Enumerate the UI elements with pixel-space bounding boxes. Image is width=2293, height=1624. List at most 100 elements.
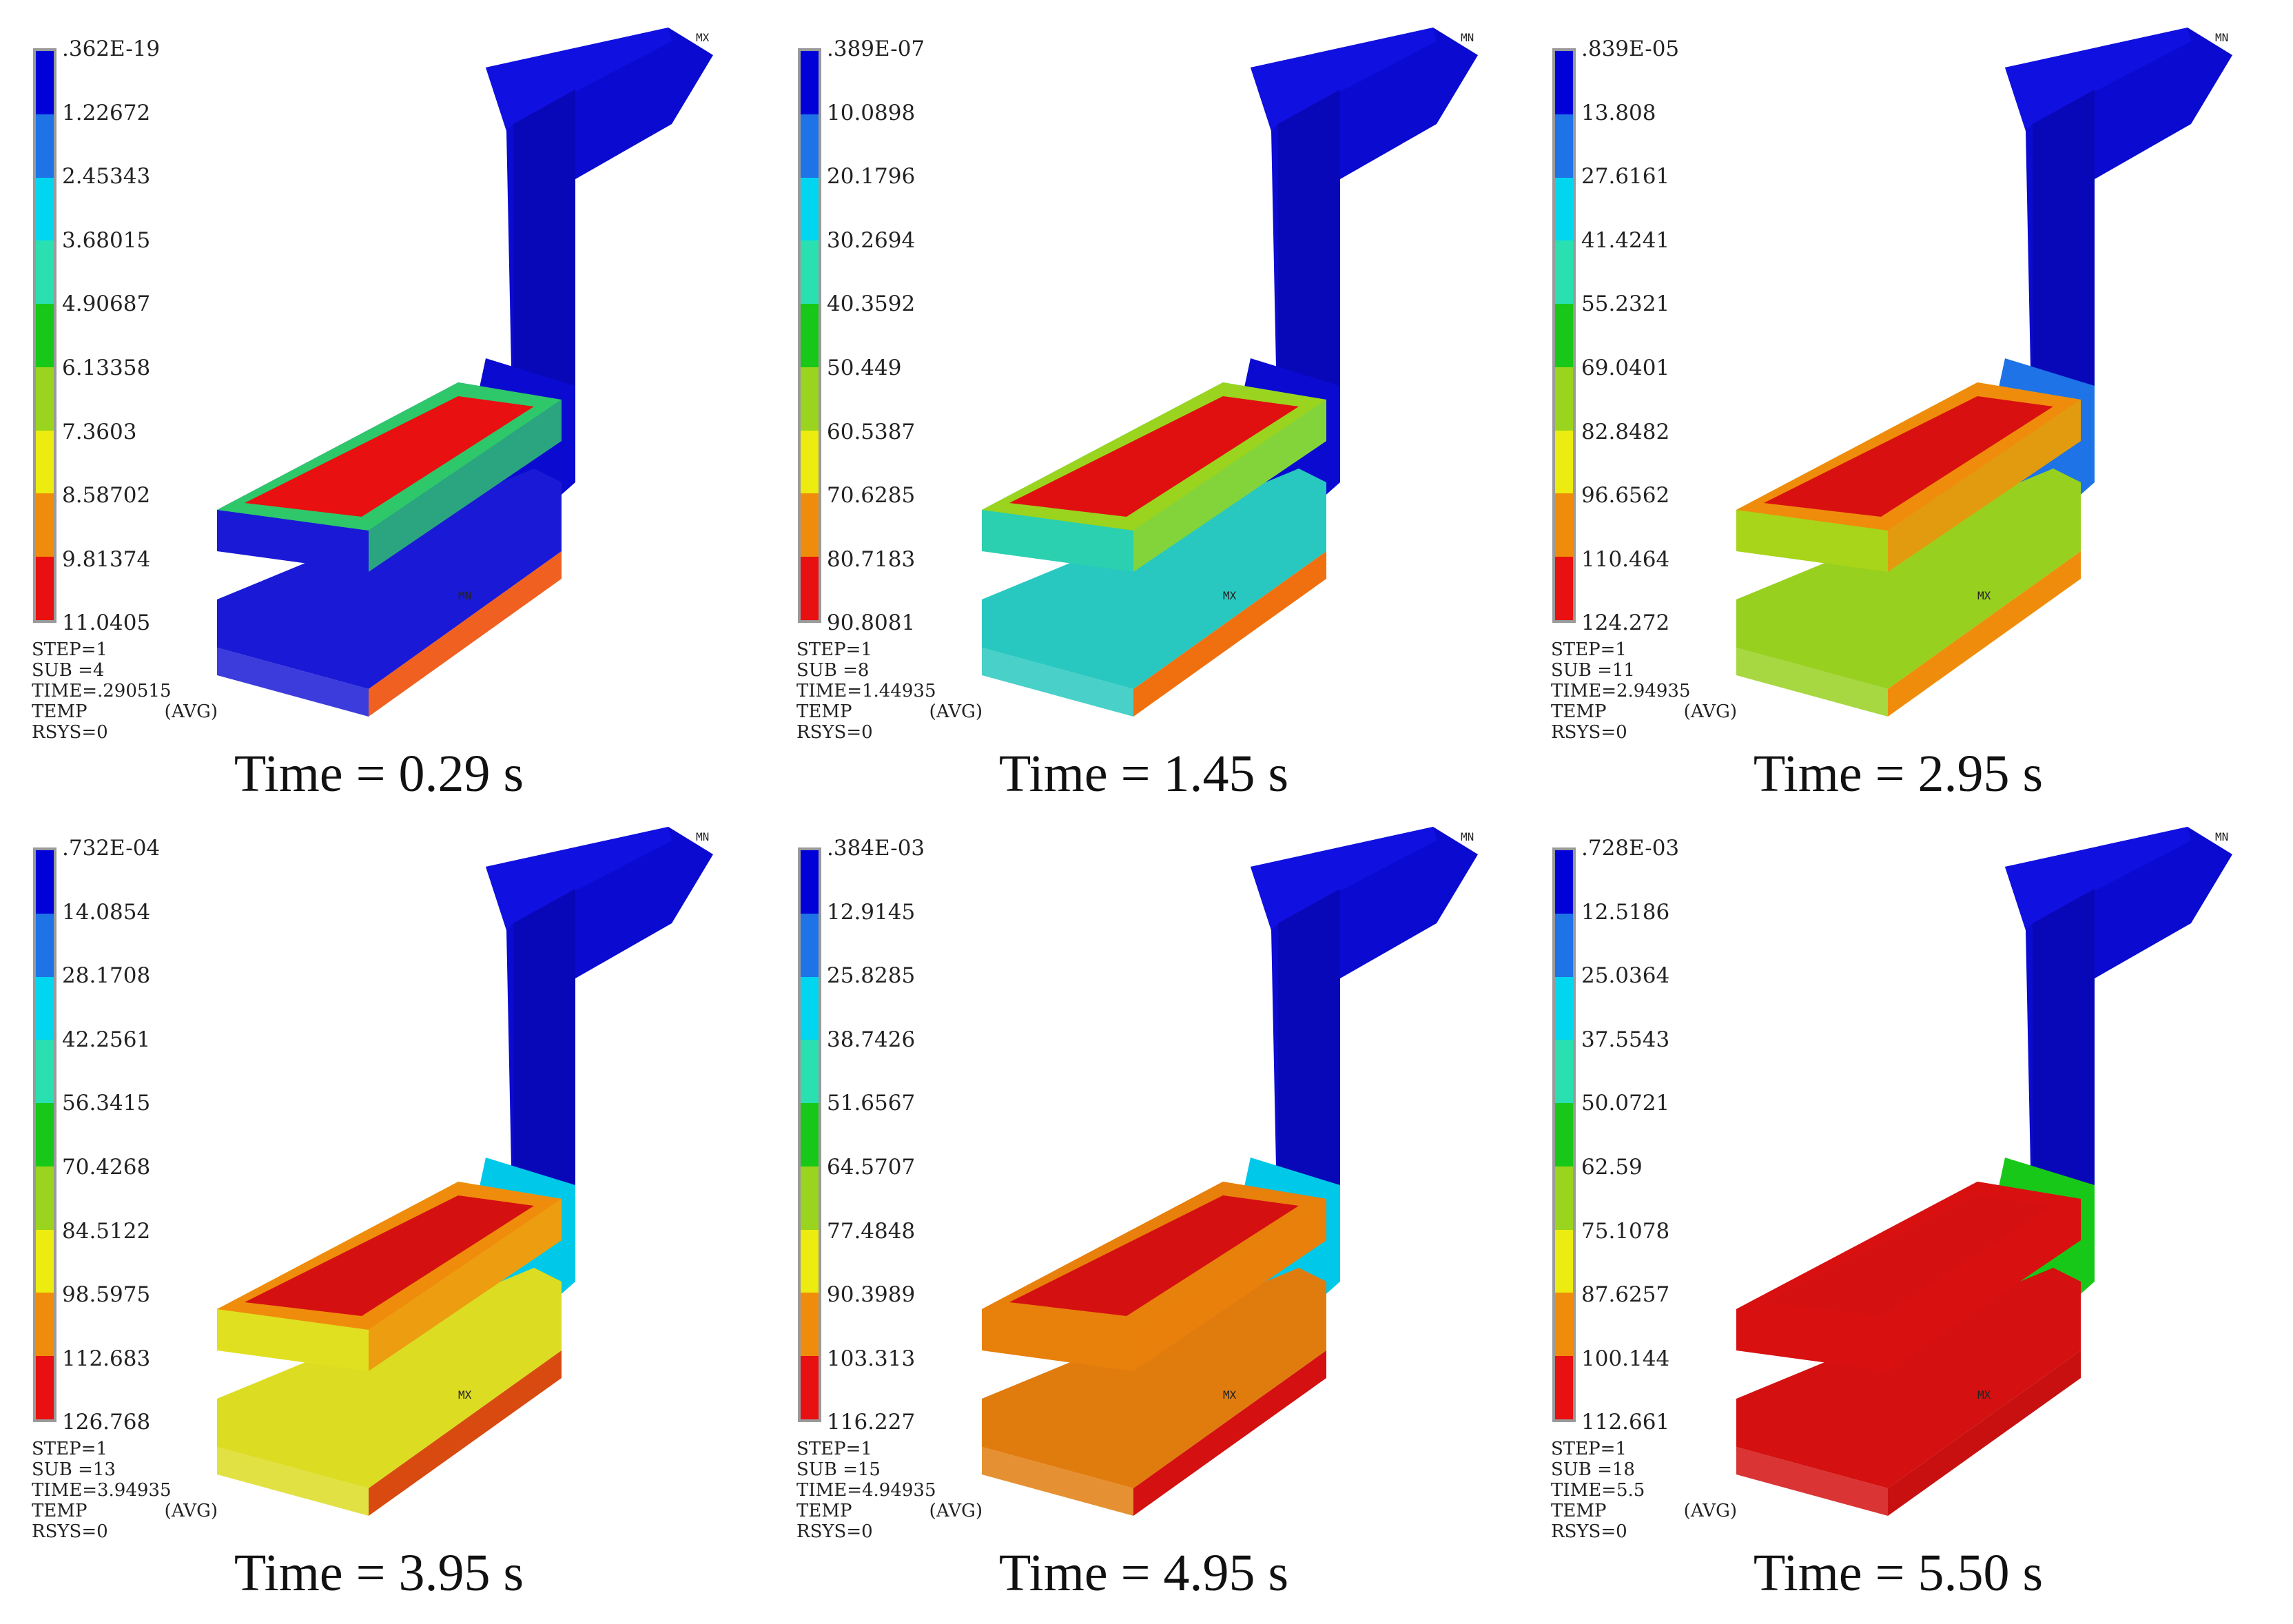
legend-value: 51.6567 [827, 1091, 916, 1116]
legend-value: 37.5543 [1581, 1027, 1670, 1052]
legend-value: 110.464 [1581, 546, 1670, 572]
color-band [801, 1040, 819, 1104]
lower-plate [217, 469, 562, 689]
legend-value: .362E-19 [62, 37, 161, 61]
legend-value: 38.7426 [827, 1027, 916, 1052]
contour-panel: .732E-04 14.0854 28.1708 42.2561 56.3415 70.4… [0, 799, 758, 1605]
legend-value: 80.7183 [827, 546, 916, 572]
lower-plate-edge [1133, 1350, 1326, 1516]
extreme-tag: MX [1977, 1388, 1991, 1401]
info-step: STEP=1 [796, 1439, 872, 1459]
fin-model: MN MX [982, 28, 1478, 717]
fin-model: MN MX [982, 827, 1478, 1516]
info-temp: TEMP [1551, 1501, 1607, 1521]
arm-top-face [2005, 28, 2191, 131]
time-caption: Time = 2.95 s [1753, 745, 2044, 803]
temperature-legend: .732E-04 14.0854 28.1708 42.2561 56.3415 70.4… [33, 838, 198, 1435]
legend-value: 25.8285 [827, 963, 916, 989]
time-caption: Time = 3.95 s [234, 1544, 524, 1602]
legend-value: 87.6257 [1581, 1282, 1670, 1308]
color-band [801, 430, 819, 494]
lower-plate-edge [369, 551, 562, 717]
arm-top-face [486, 827, 672, 930]
info-avg: (AVG) [164, 1501, 218, 1521]
legend-value: 8.58702 [62, 483, 151, 508]
legend-value: 90.3989 [827, 1282, 916, 1308]
legend-value: 12.9145 [827, 899, 916, 925]
legend-value: 98.5975 [62, 1282, 151, 1308]
color-band [36, 557, 54, 621]
legend-value: 42.2561 [62, 1027, 151, 1052]
info-rsys: RSYS=0 [1551, 722, 1627, 743]
arm-top-face [1251, 28, 1437, 131]
info-time: TIME=4.94935 [796, 1480, 936, 1501]
info-sub: SUB =4 [32, 660, 105, 681]
color-band [36, 367, 54, 431]
fin-model: MN MX [217, 827, 713, 1516]
legend-value: 1.22672 [62, 100, 151, 125]
lower-plate-front [982, 648, 1133, 717]
info-time: TIME=1.44935 [796, 681, 936, 701]
fin-model: MN MX [1736, 28, 2232, 717]
legend-value: 40.3592 [827, 291, 916, 317]
color-band [36, 1356, 54, 1420]
info-temp-row: TEMP (AVG) [32, 701, 218, 722]
color-band [36, 850, 54, 914]
legend-value: 11.0405 [62, 610, 151, 636]
solution-info: STEP=1 SUB =4 TIME=.290515 TEMP (AVG) RSYS=0 [32, 639, 218, 743]
color-band [801, 114, 819, 178]
color-scale-bar [33, 847, 56, 1422]
legend-value: 69.0401 [1581, 356, 1670, 380]
legend-value: 30.2694 [827, 227, 916, 253]
heated-zone [1009, 1195, 1299, 1316]
corner-tag: MN [696, 830, 709, 843]
color-band [1555, 430, 1573, 494]
legend-value: 50.0721 [1581, 1091, 1670, 1116]
contour-panel: .384E-03 12.9145 25.8285 38.7426 51.6567 64.5… [765, 799, 1523, 1605]
color-band [801, 493, 819, 557]
legend-value: 126.768 [62, 1410, 151, 1435]
color-band [801, 976, 819, 1040]
heated-zone [245, 1195, 534, 1316]
legend-value: .839E-05 [1581, 37, 1680, 61]
solution-info: STEP=1 SUB =13 TIME=3.94935 TEMP (AVG) RSYS=0 [32, 1439, 218, 1542]
legend-value: 6.13358 [62, 356, 151, 380]
color-band [1555, 367, 1573, 431]
info-sub: SUB =15 [796, 1459, 881, 1480]
color-scale-bar [1552, 847, 1576, 1422]
color-band [1555, 976, 1573, 1040]
info-temp: TEMP [32, 1501, 88, 1521]
color-band [1555, 1103, 1573, 1166]
color-band [801, 1229, 819, 1293]
corner-tag: MX [696, 31, 710, 44]
extreme-tag: MX [458, 1388, 472, 1401]
time-caption: Time = 0.29 s [234, 745, 524, 803]
time-caption: Time = 5.50 s [1753, 1544, 2044, 1602]
legend-value: 2.45343 [62, 164, 151, 189]
info-time: TIME=.290515 [32, 681, 172, 701]
color-band [801, 1166, 819, 1230]
legend-value: 82.8482 [1581, 419, 1670, 444]
lower-plate-front [1736, 648, 1888, 717]
color-band [801, 913, 819, 977]
info-temp: TEMP [796, 701, 852, 722]
color-band [36, 1103, 54, 1166]
info-temp-row: TEMP (AVG) [1551, 1501, 1737, 1521]
legend-value: 13.808 [1581, 100, 1656, 125]
color-scale-bar [798, 847, 821, 1422]
legend-value: 4.90687 [62, 291, 151, 317]
legend-value: 9.81374 [62, 546, 151, 572]
legend-value: 100.144 [1581, 1346, 1670, 1371]
info-sub: SUB =8 [796, 660, 870, 681]
legend-value: 77.4848 [827, 1218, 916, 1244]
legend-value: .384E-03 [827, 836, 925, 861]
legend-value: 7.3603 [62, 419, 137, 444]
temperature-legend: .389E-07 10.0898 20.1796 30.2694 40.3592 50.4… [798, 39, 963, 634]
lower-plate [982, 469, 1326, 689]
color-band [1555, 1166, 1573, 1230]
lower-plate-front [982, 1447, 1133, 1516]
info-rsys: RSYS=0 [32, 1521, 108, 1542]
lower-plate-edge [1888, 1350, 2081, 1516]
time-caption: Time = 4.95 s [998, 1544, 1289, 1602]
legend-value: 20.1796 [827, 164, 916, 189]
